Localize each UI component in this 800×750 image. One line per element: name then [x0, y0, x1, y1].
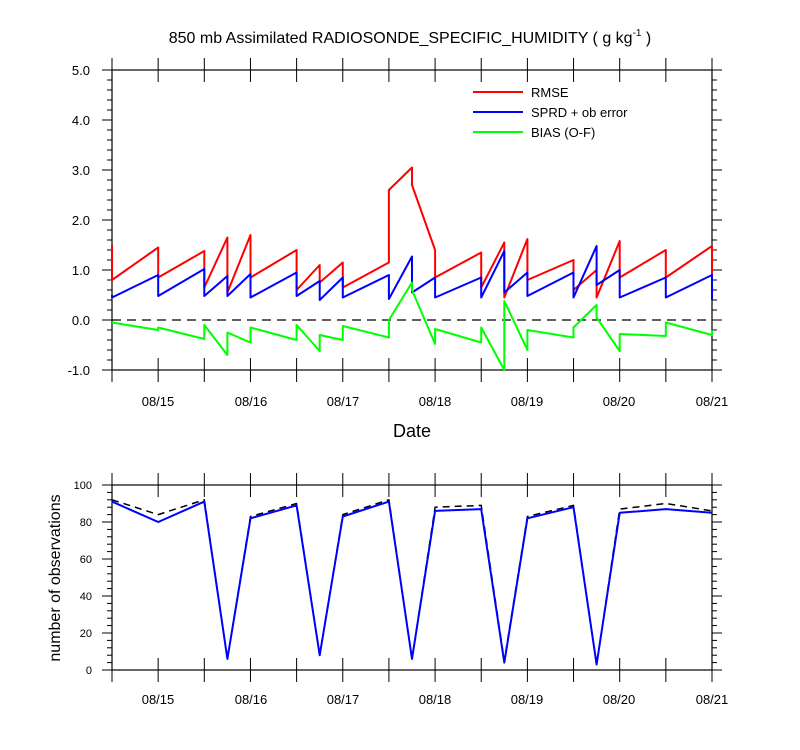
x-tick-label: 08/15 — [142, 394, 175, 409]
series-line-obs-possible — [111, 499, 713, 666]
series-line-bias-o-f- — [111, 281, 713, 371]
y-tick-label: 5.0 — [72, 63, 90, 78]
x-tick-label: 08/16 — [235, 692, 268, 707]
x-tick-label: 08/16 — [235, 394, 268, 409]
x-tick-label: 08/19 — [511, 394, 544, 409]
top-x-tick-labels: 08/15 08/16 08/17 08/18 08/19 08/20 08/2… — [142, 394, 729, 409]
y-tick-label: -1.0 — [68, 363, 90, 378]
x-axis-label: Date — [393, 421, 431, 441]
legend-label-sprd: SPRD + ob error — [531, 105, 628, 120]
top-chart: 850 mb Assimilated RADIOSONDE_SPECIFIC_H… — [68, 28, 729, 441]
y-tick-label: 3.0 — [72, 163, 90, 178]
y-tick-label: 1.0 — [72, 263, 90, 278]
y-tick-label: 40 — [80, 591, 92, 603]
bottom-y-tick-labels: 100 80 60 40 20 0 — [74, 480, 92, 677]
series-line-obs-assimilated — [111, 500, 713, 666]
x-tick-label: 08/18 — [419, 692, 452, 707]
top-series — [111, 166, 713, 371]
legend: RMSE SPRD + ob error BIAS (O-F) — [473, 85, 628, 140]
x-tick-label: 08/21 — [696, 394, 729, 409]
legend-label-bias: BIAS (O-F) — [531, 125, 595, 140]
x-tick-label: 08/19 — [511, 692, 544, 707]
y-tick-label: 60 — [80, 554, 92, 566]
series-line-sprd-ob-error — [111, 245, 713, 301]
x-tick-label: 08/15 — [142, 692, 175, 707]
series-line-rmse — [111, 166, 713, 299]
bottom-x-tick-labels: 08/15 08/16 08/17 08/18 08/19 08/20 08/2… — [142, 692, 729, 707]
x-tick-label: 08/20 — [603, 692, 636, 707]
top-axis-ticks — [102, 58, 722, 382]
legend-label-rmse: RMSE — [531, 85, 569, 100]
bottom-series — [111, 499, 713, 666]
x-tick-label: 08/20 — [603, 394, 636, 409]
top-y-tick-labels: 5.0 4.0 3.0 2.0 1.0 0.0 -1.0 — [68, 63, 90, 378]
y-tick-label: 20 — [80, 628, 92, 640]
y-tick-label: 0.0 — [72, 313, 90, 328]
x-tick-label: 08/17 — [327, 394, 360, 409]
y-tick-label: 0 — [86, 665, 92, 677]
y-tick-label: 2.0 — [72, 213, 90, 228]
y-tick-label: 80 — [80, 517, 92, 529]
x-tick-label: 08/18 — [419, 394, 452, 409]
bottom-plot-frame — [111, 484, 713, 671]
x-tick-label: 08/21 — [696, 692, 729, 707]
y-tick-label: 4.0 — [72, 113, 90, 128]
y-tick-label: 100 — [74, 480, 92, 492]
y-axis-label: number of observations — [47, 494, 64, 661]
bottom-axis-ticks — [102, 473, 722, 682]
x-tick-label: 08/17 — [327, 692, 360, 707]
chart-title: 850 mb Assimilated RADIOSONDE_SPECIFIC_H… — [169, 28, 652, 47]
bottom-chart: 100 80 60 40 20 0 08/15 08/16 08/17 08/1… — [47, 473, 728, 707]
